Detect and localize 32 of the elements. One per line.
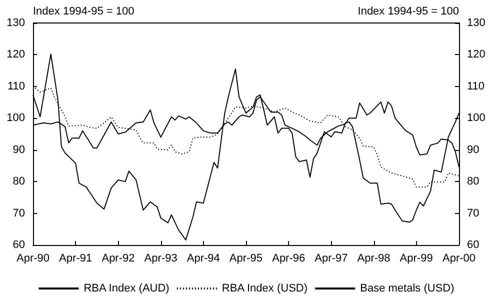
y2-tick-label: 60 (467, 239, 480, 251)
x-tick-label: Apr-91 (59, 252, 92, 264)
y2-tick-label: 100 (467, 112, 486, 124)
y2-tick-label: 120 (467, 48, 486, 61)
y2-tick-label: 110 (467, 80, 485, 92)
x-tick-label: Apr-90 (16, 252, 50, 264)
y2-tick-label: 70 (467, 207, 480, 220)
x-tick-label: Apr-92 (102, 252, 135, 264)
y-tick-label: 130 (6, 17, 25, 29)
y2-tick-label: 130 (467, 17, 486, 29)
x-tick-label: Apr-95 (229, 252, 262, 264)
y-tick-label: 100 (6, 112, 25, 124)
x-tick-label: Apr-97 (314, 252, 348, 264)
x-tick-label: Apr-00 (442, 252, 476, 264)
y-tick-label: 110 (7, 80, 25, 92)
y2-axis-title: Index 1994-95 = 100 (358, 6, 459, 18)
y-tick-label: 80 (12, 176, 25, 188)
x-tick-label: Apr-93 (144, 252, 178, 264)
y-tick-label: 90 (12, 144, 25, 156)
legend-label: RBA Index (USD) (222, 282, 308, 294)
x-tick-label: Apr-94 (186, 252, 220, 264)
y-tick-label: 60 (12, 239, 25, 251)
x-tick-label: Apr-96 (272, 252, 306, 264)
y-tick-label: 70 (12, 207, 25, 220)
y-tick-label: 120 (6, 48, 25, 61)
x-tick-label: Apr-99 (400, 252, 433, 264)
y2-tick-label: 90 (467, 144, 480, 156)
legend-label: RBA Index (AUD) (84, 282, 170, 294)
y2-tick-label: 80 (467, 176, 480, 188)
x-tick-label: Apr-98 (357, 252, 390, 264)
legend-label: Base metals (USD) (360, 282, 454, 294)
y-axis-title: Index 1994-95 = 100 (33, 6, 134, 18)
